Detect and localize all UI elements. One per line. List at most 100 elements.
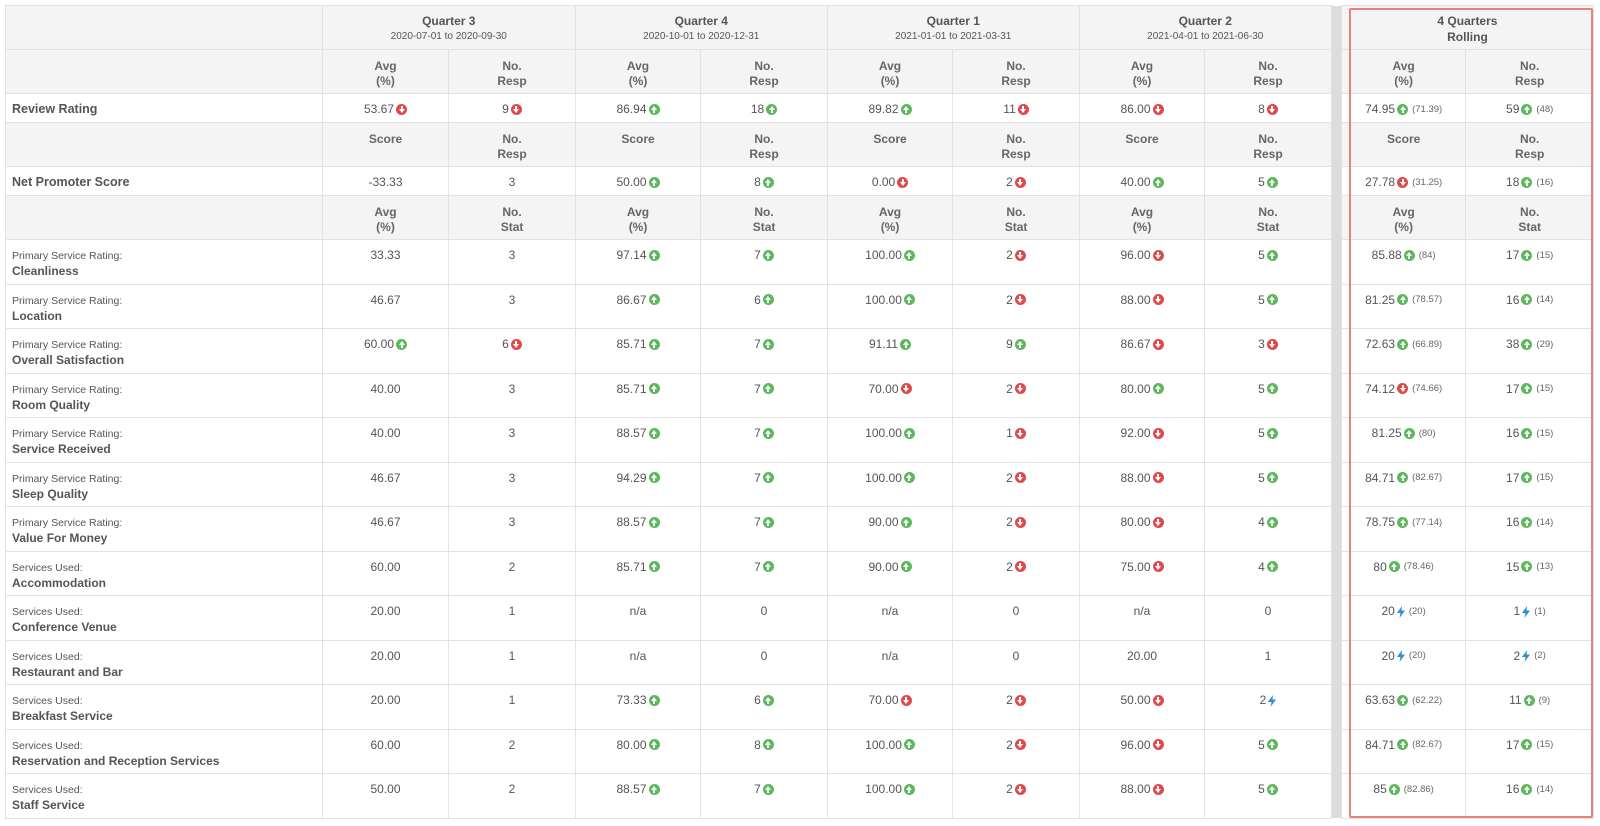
data-cell[interactable]: 8 (700, 728, 828, 774)
rolling-cell[interactable]: 78.75 (77.14) (1340, 506, 1467, 552)
rolling-cell[interactable]: 63.63 (62.22) (1340, 684, 1467, 730)
data-cell[interactable]: 5 (1204, 417, 1332, 463)
data-cell[interactable]: 18 (700, 93, 828, 123)
data-cell[interactable]: 96.00 (1078, 239, 1206, 285)
data-cell[interactable]: 53.67 (321, 93, 450, 123)
data-cell[interactable]: 8 (700, 166, 828, 196)
data-cell[interactable]: 5 (1204, 372, 1332, 418)
data-cell[interactable]: 5 (1204, 728, 1332, 774)
rolling-cell[interactable]: 85 (82.86) (1340, 773, 1467, 819)
data-cell[interactable]: 46.67 (321, 461, 450, 507)
rolling-cell[interactable]: 17 (15) (1465, 239, 1594, 285)
data-cell[interactable]: 60.00 (321, 728, 450, 774)
data-cell[interactable]: 7 (700, 550, 828, 596)
quarter-header-q2[interactable]: Quarter 2 2021-04-01 to 2021-06-30 (1078, 5, 1332, 50)
data-cell[interactable]: 3 (448, 417, 576, 463)
data-cell[interactable]: 20.00 (321, 639, 450, 685)
data-cell[interactable]: 86.00 (1078, 93, 1206, 123)
data-cell[interactable]: 94.29 (574, 461, 702, 507)
data-cell[interactable]: 2 (448, 550, 576, 596)
rolling-cell[interactable]: 85.88 (84) (1340, 239, 1467, 285)
data-cell[interactable]: 3 (448, 506, 576, 552)
data-cell[interactable]: 50.00 (574, 166, 702, 196)
rolling-cell[interactable]: 81.25 (78.57) (1340, 283, 1467, 329)
data-cell[interactable]: n/a (1078, 595, 1206, 641)
data-cell[interactable]: 40.00 (321, 372, 450, 418)
data-cell[interactable]: 46.67 (321, 283, 450, 329)
data-cell[interactable]: 1 (448, 595, 576, 641)
rolling-cell[interactable]: 20 (20) (1340, 595, 1467, 641)
data-cell[interactable]: 1 (952, 417, 1080, 463)
data-cell[interactable]: 6 (700, 684, 828, 730)
data-cell[interactable]: 7 (700, 417, 828, 463)
data-cell[interactable]: 2 (952, 550, 1080, 596)
quarter-header-q4[interactable]: Quarter 4 2020-10-01 to 2020-12-31 (574, 5, 828, 50)
data-cell[interactable]: 80.00 (574, 728, 702, 774)
data-cell[interactable]: 9 (448, 93, 576, 123)
data-cell[interactable]: 2 (952, 166, 1080, 196)
data-cell[interactable]: 2 (952, 728, 1080, 774)
data-cell[interactable]: 11 (952, 93, 1080, 123)
data-cell[interactable]: 6 (448, 328, 576, 374)
data-cell[interactable]: n/a (574, 639, 702, 685)
data-cell[interactable]: 9 (952, 328, 1080, 374)
data-cell[interactable]: 80.00 (1078, 506, 1206, 552)
rolling-header[interactable]: 4 Quarters Rolling (1340, 5, 1595, 50)
quarter-header-q1[interactable]: Quarter 1 2021-01-01 to 2021-03-31 (826, 5, 1080, 50)
data-cell[interactable]: 100.00 (826, 417, 954, 463)
data-cell[interactable]: 3 (448, 239, 576, 285)
rolling-cell[interactable]: 27.78 (31.25) (1340, 166, 1467, 196)
data-cell[interactable]: 60.00 (321, 328, 450, 374)
data-cell[interactable]: 97.14 (574, 239, 702, 285)
data-cell[interactable]: 5 (1204, 166, 1332, 196)
data-cell[interactable]: 86.67 (1078, 328, 1206, 374)
data-cell[interactable]: 2 (952, 773, 1080, 819)
data-cell[interactable]: 20.00 (321, 684, 450, 730)
data-cell[interactable]: n/a (826, 639, 954, 685)
data-cell[interactable]: 3 (448, 166, 576, 196)
data-cell[interactable]: 2 (952, 461, 1080, 507)
data-cell[interactable]: 85.71 (574, 328, 702, 374)
data-cell[interactable]: 5 (1204, 773, 1332, 819)
data-cell[interactable]: 60.00 (321, 550, 450, 596)
data-cell[interactable]: 86.94 (574, 93, 702, 123)
rolling-cell[interactable]: 17 (15) (1465, 372, 1594, 418)
rolling-cell[interactable]: 16 (14) (1465, 283, 1594, 329)
data-cell[interactable]: -33.33 (321, 166, 450, 196)
data-cell[interactable]: 3 (448, 283, 576, 329)
rolling-cell[interactable]: 17 (15) (1465, 461, 1594, 507)
data-cell[interactable]: 1 (448, 684, 576, 730)
rolling-cell[interactable]: 16 (14) (1465, 773, 1594, 819)
data-cell[interactable]: 7 (700, 506, 828, 552)
data-cell[interactable]: 46.67 (321, 506, 450, 552)
data-cell[interactable]: 88.00 (1078, 283, 1206, 329)
rolling-cell[interactable]: 2 (2) (1465, 639, 1594, 685)
data-cell[interactable]: 85.71 (574, 372, 702, 418)
data-cell[interactable]: 88.00 (1078, 773, 1206, 819)
data-cell[interactable]: 50.00 (1078, 684, 1206, 730)
data-cell[interactable]: 90.00 (826, 506, 954, 552)
data-cell[interactable]: n/a (826, 595, 954, 641)
data-cell[interactable]: 7 (700, 461, 828, 507)
data-cell[interactable]: 40.00 (321, 417, 450, 463)
rolling-cell[interactable]: 74.95 (71.39) (1340, 93, 1467, 123)
data-cell[interactable]: 73.33 (574, 684, 702, 730)
data-cell[interactable]: 3 (448, 372, 576, 418)
data-cell[interactable]: 5 (1204, 239, 1332, 285)
data-cell[interactable]: 5 (1204, 461, 1332, 507)
data-cell[interactable]: 85.71 (574, 550, 702, 596)
data-cell[interactable]: 2 (448, 728, 576, 774)
data-cell[interactable]: 33.33 (321, 239, 450, 285)
data-cell[interactable]: 2 (1204, 684, 1332, 730)
data-cell[interactable]: 70.00 (826, 684, 954, 730)
rolling-cell[interactable]: 74.12 (74.66) (1340, 372, 1467, 418)
data-cell[interactable]: 0 (1204, 595, 1332, 641)
data-cell[interactable]: 20.00 (321, 595, 450, 641)
data-cell[interactable]: 91.11 (826, 328, 954, 374)
data-cell[interactable]: 88.57 (574, 773, 702, 819)
data-cell[interactable]: 88.57 (574, 506, 702, 552)
rolling-cell[interactable]: 16 (14) (1465, 506, 1594, 552)
data-cell[interactable]: 2 (952, 506, 1080, 552)
data-cell[interactable]: 75.00 (1078, 550, 1206, 596)
data-cell[interactable]: 96.00 (1078, 728, 1206, 774)
